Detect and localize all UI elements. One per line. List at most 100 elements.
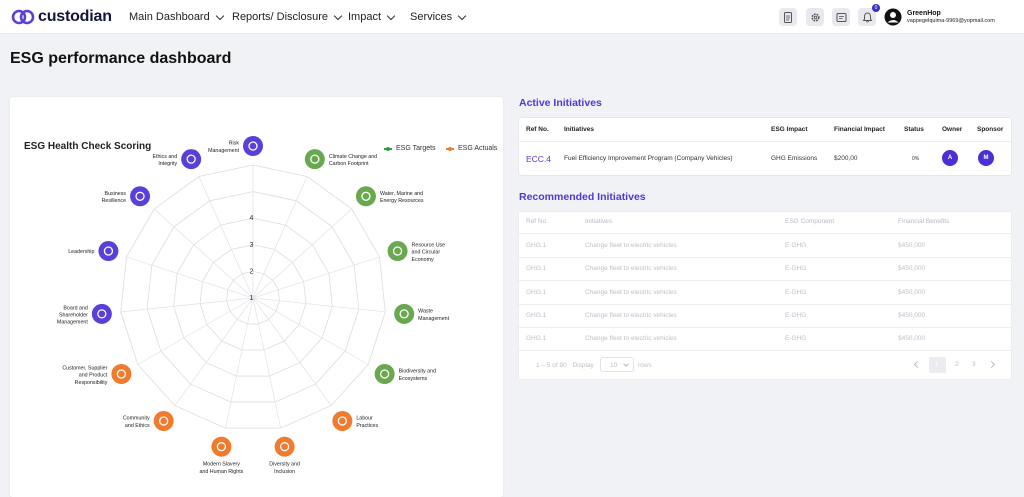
report-button[interactable]	[779, 8, 797, 26]
waste-icon	[394, 303, 415, 324]
next-page-button[interactable]	[987, 360, 996, 369]
radar-category-label: Inclusion	[274, 469, 295, 475]
row-divider	[519, 350, 1011, 351]
radar-grid-ring	[173, 217, 333, 377]
radar-category-label: Resource Use	[412, 242, 446, 248]
rows-per-page-select[interactable]: 10	[600, 357, 634, 372]
menu-reports-disclosure[interactable]: Reports/ Disclosure	[232, 11, 343, 23]
pagination-summary: 1 – 5 of 90 · Display	[536, 362, 594, 369]
initiative-cell: Change fleet to electric vehicles	[585, 242, 677, 249]
leadership-icon-glyph	[103, 246, 114, 256]
radar-category-label: Economy	[412, 257, 434, 263]
radar-grid-ring	[146, 191, 360, 403]
network-icon-glyph	[379, 369, 390, 379]
radar-scale-tick: 1	[250, 295, 254, 302]
legend-swatch	[446, 146, 454, 151]
page-number: 1	[935, 361, 939, 368]
settings-button[interactable]	[806, 8, 824, 26]
radar-category-label: Management	[208, 148, 239, 154]
page-1-button[interactable]: 1	[929, 357, 946, 373]
board-icon-glyph	[97, 309, 107, 319]
col-financial-benefits: Financial Benefits	[898, 218, 950, 225]
col-esg-impact: ESG Impact	[771, 126, 808, 133]
radar-category-label: Water, Marine and	[380, 191, 423, 197]
ref-link[interactable]: ECC.4	[526, 154, 552, 164]
radar-category-label: Energy Resources	[380, 198, 424, 204]
header-divider	[518, 141, 1012, 142]
factory-icon-glyph	[310, 154, 320, 164]
radar-category-leadership[interactable]: Leadership	[68, 241, 119, 262]
active-initiatives-title: Active Initiatives	[519, 97, 602, 109]
rows-per-page-value: 10	[610, 362, 618, 369]
menu-main-dashboard[interactable]: Main Dashboard	[129, 11, 224, 23]
legend-targets[interactable]: ESG Targets	[384, 145, 436, 152]
top-navbar: custodian Main Dashboard Reports/ Disclo…	[0, 0, 1024, 34]
page-2-button[interactable]: 2	[955, 361, 959, 368]
radar-category-label: Community	[123, 416, 150, 422]
gear-icon	[243, 136, 263, 156]
financial-impact: $200,00	[834, 155, 858, 162]
ref-cell: GHG.1	[526, 265, 547, 272]
radar-spoke	[252, 176, 308, 299]
radar-scale-tick: 3	[250, 242, 254, 249]
community-icon-glyph	[159, 416, 169, 426]
component-cell: E-GHG	[785, 335, 807, 342]
recommended-initiatives-table: Ref No. Initiatives ESG Component Financ…	[518, 211, 1012, 380]
menu-services[interactable]: Services	[410, 11, 467, 23]
col-financial-impact: Financial Impact	[834, 126, 885, 133]
page-3-button[interactable]: 3	[972, 361, 976, 368]
brand-logo[interactable]: custodian	[11, 8, 112, 26]
radar-spoke	[252, 297, 281, 429]
resilience-icon-glyph	[135, 191, 145, 201]
col-status: Status	[904, 126, 924, 133]
radar-category-label: Modern Slavery	[203, 462, 240, 468]
component-cell: E-GHG	[785, 242, 807, 249]
rows-label: rows	[638, 362, 652, 369]
radar-spoke	[252, 297, 369, 365]
radar-spoke	[137, 297, 254, 365]
notifications-button[interactable]: 0	[858, 4, 880, 26]
radar-category-label: Integrity	[158, 161, 177, 167]
document-icon	[784, 11, 792, 23]
health-check-card: ESG Health Check Scoring ESG Targets ESG…	[10, 97, 503, 497]
radar-spoke	[198, 176, 254, 299]
waste-icon-glyph	[399, 309, 409, 319]
legend-actuals[interactable]: ESG Actuals	[446, 145, 497, 152]
col-ref-no: Ref No.	[526, 218, 549, 225]
radar-spoke	[174, 297, 254, 406]
radar-category-customer-supplier-and-product-responsibility[interactable]: Customer, Supplier and ProductResponsibil…	[62, 364, 132, 386]
owner-avatar[interactable]: A	[942, 150, 958, 166]
menu-impact[interactable]: Impact	[348, 11, 396, 23]
prev-page-button[interactable]	[913, 360, 922, 369]
chevron-down-icon	[623, 361, 629, 367]
radar-spoke	[153, 208, 254, 299]
radar-category-label: Resilience	[102, 198, 126, 204]
radar-category-label: and Product	[79, 373, 108, 379]
worker-icon-glyph	[337, 416, 347, 426]
user-menu[interactable]: GreenHop vappegelquima-9969@yopmail.com	[884, 8, 995, 26]
sponsor-avatar[interactable]: M	[978, 150, 994, 166]
ref-cell: GHG.1	[526, 242, 547, 249]
brand-name: custodian	[38, 8, 112, 25]
row-divider	[519, 280, 1011, 281]
radar-category-label: Ethics and	[152, 154, 177, 160]
radar-spoke	[252, 297, 332, 406]
col-owner: Owner	[942, 126, 963, 133]
resilience-icon	[130, 186, 151, 207]
radar-category-label: Management	[418, 316, 449, 322]
initiative-cell: Change fleet to electric vehicles	[585, 335, 677, 342]
tasks-button[interactable]	[832, 8, 850, 26]
